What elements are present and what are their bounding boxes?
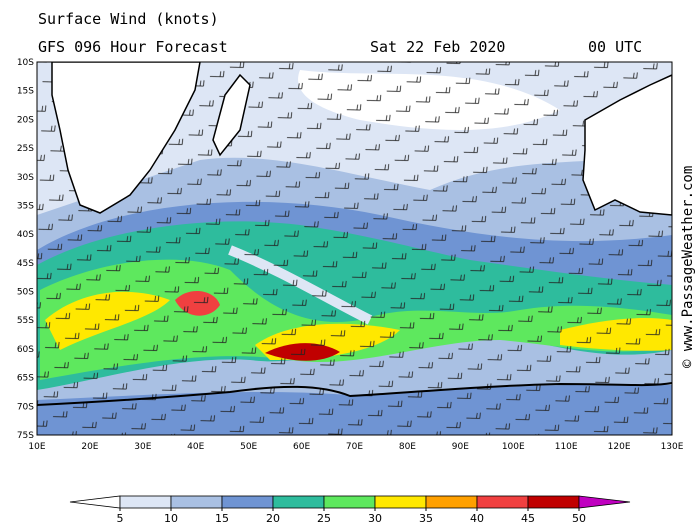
colorbar-segment [323,495,376,509]
lon-label: 80E [399,442,416,452]
lon-label: 20E [81,442,98,452]
colorbar-segment [221,495,274,509]
colorbar-tick-label: 45 [521,512,535,525]
lon-label: 130E [661,442,684,452]
lat-label: 30S [17,173,34,183]
colorbar: 5 10 15 20 25 30 35 40 45 50 [69,495,631,525]
subtitle: GFS 096 Hour Forecast [38,38,228,56]
lat-label: 20S [17,115,34,125]
lat-label: 60S [17,345,34,355]
lon-label: 100E [502,442,525,452]
lon-label: 60E [293,442,310,452]
lat-label: 35S [17,201,34,211]
colorbar-segment [425,495,478,509]
colorbar-segment [119,495,172,509]
colorbar-segment [476,495,529,509]
colorbar-segment [272,495,325,509]
lon-label: 70E [346,442,363,452]
madagascar [212,73,251,157]
date: Sat 22 Feb 2020 [370,38,505,56]
axes: 10S 15S 20S 25S 30S 35S 40S 45S 50S 55S 60S 65S 70S 7… [17,58,684,452]
lon-label: 40E [187,442,204,452]
colorbar-tick-label: 35 [419,512,433,525]
map-frame [36,61,673,436]
lat-label: 25S [17,144,34,154]
lon-label: 50E [240,442,257,452]
lon-label: 30E [134,442,151,452]
colorbar-tick-label: 30 [368,512,382,525]
lon-label: 90E [452,442,469,452]
colorbar-arrow-low [69,495,121,509]
colorbar-tick-label: 25 [317,512,331,525]
colorbar-tick-label: 15 [215,512,229,525]
lat-label: 75S [17,431,34,441]
lat-label: 15S [17,87,34,97]
lat-label: 50S [17,288,34,298]
watermark: © www.PassageWeather.com [680,166,696,368]
colorbar-tick-label: 10 [164,512,178,525]
lon-label: 110E [555,442,578,452]
time: 00 UTC [588,38,642,56]
africa [51,62,201,214]
australia [582,74,672,216]
colorbar-tick-label: 40 [470,512,484,525]
lat-label: 55S [17,316,34,326]
colorbar-segment [170,495,223,509]
lon-label: 120E [608,442,631,452]
colorbar-tick-label: 5 [117,512,124,525]
title: Surface Wind (knots) [38,10,219,28]
lon-label: 10E [28,442,45,452]
colorbar-segment [374,495,427,509]
colorbar-tick-label: 50 [572,512,586,525]
lat-label: 45S [17,259,34,269]
colorbar-tick-label: 20 [266,512,280,525]
lat-label: 65S [17,374,34,384]
lat-label: 70S [17,402,34,412]
antarctica-coast [37,382,672,406]
lat-label: 40S [17,230,34,240]
map-field [37,62,672,435]
colorbar-arrow-high [578,495,631,509]
lat-label: 10S [17,58,34,68]
colorbar-segment [527,495,580,509]
